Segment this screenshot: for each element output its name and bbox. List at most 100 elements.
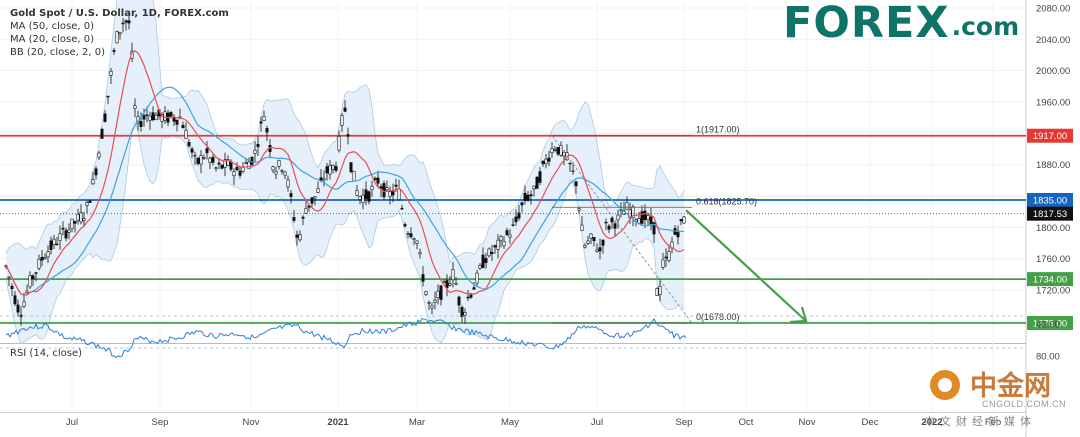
candle-body [310,197,314,204]
candle-body [61,227,65,230]
candle-body [499,236,503,241]
candle-body [529,194,533,197]
candle-body [436,290,440,299]
candle-body [217,162,221,165]
forex-logo: FOREX .com [783,0,1019,48]
candle-body [262,116,266,121]
candle-body [148,115,152,121]
candle-body [82,218,86,221]
candle-body [49,240,53,250]
candle-body [616,214,620,221]
candle-body [364,189,368,200]
candle-body [508,234,512,238]
x-tick-label: Oct [739,417,754,428]
coin-logo-icon [930,370,960,400]
candle-body [520,202,524,206]
rsi-line [5,318,687,359]
candle-body [472,287,476,290]
candle-body [613,223,617,229]
candle-body [46,251,50,258]
chart-title: Gold Spot / U.S. Dollar, 1D, FOREX.com [10,8,229,19]
ma50-line [5,86,685,296]
candle-body [10,285,14,290]
indicator-legend: Gold Spot / U.S. Dollar, 1D, FOREX.com M… [10,7,229,59]
x-tick-label: 2022 [921,417,942,428]
candle-body [640,211,644,224]
x-tick-label: May [501,417,519,428]
x-tick-label: Sep [676,417,693,428]
candle-body [241,167,245,172]
candle-body [493,245,497,248]
candle-body [517,212,521,219]
candle-body [553,149,557,151]
candle-body [34,272,38,274]
candle-body [58,233,62,241]
ma20-legend: MA (20, close, 0) [10,34,95,45]
candle-body [124,20,128,23]
candle-body [604,221,608,224]
y-tick-label: 1720.00 [1036,286,1070,297]
candle-body [631,206,635,218]
watermark-title: 中金网 [970,371,1051,402]
candle-body [187,141,191,147]
forecast-arrow-head [789,306,808,324]
candle-body [214,167,218,169]
candle-body [76,214,80,221]
candle-body [655,288,659,296]
cngold-watermark: 中金网 CNGOLD.COM.CN 中文财经新媒体 [924,364,1074,434]
candle-body [571,170,575,172]
candle-body [235,167,239,171]
x-tick-label: Sep [152,417,169,428]
candle-body [391,190,395,196]
candle-body [322,178,326,181]
candle-body [463,312,467,316]
candle-body [457,296,461,306]
candle-body [193,154,197,157]
candle-body [127,20,131,24]
level-tag-1734.00 [1027,272,1073,287]
candle-body [196,157,200,164]
candle-body [85,202,89,206]
candle-body [556,147,560,155]
candle-body [331,164,335,170]
candle-body [355,190,359,196]
candle-body [448,283,452,286]
candle-body [595,249,599,252]
candle-body [415,240,419,244]
current-price-text: 1817.53 [1033,209,1067,220]
candle-body [145,114,149,116]
candle-body [100,128,104,139]
y-tick-label: 2040.00 [1036,35,1070,46]
candle-body [526,194,530,201]
candle-body [382,183,386,198]
candle-body [91,179,95,185]
y-tick-label: 2000.00 [1036,66,1070,77]
candle-body [250,156,254,165]
candle-body [7,276,11,279]
candle-body [502,241,506,247]
candle-body [205,148,209,154]
candle-body [664,256,668,259]
bb-legend: BB (20, close, 2, 0) [10,47,105,58]
candle-body [64,230,68,239]
candle-body [682,216,686,224]
candle-body [55,243,59,246]
candle-body [388,191,392,197]
candle-body [232,171,236,177]
x-tick-label: Dec [862,417,879,428]
candle-body [649,216,653,226]
candle-body [343,107,347,112]
candle-body [406,233,410,235]
candle-body [280,170,284,172]
fib-label: 0(1678.00) [696,312,740,322]
current-price-tag [1027,206,1073,221]
candle-body [607,225,611,230]
candle-body [445,280,449,288]
y-tick-label: 1880.00 [1036,160,1070,171]
candle-body [532,185,536,190]
candle-body [580,224,584,231]
candle-body [25,290,29,294]
candle-body [292,217,296,221]
candle-body [484,258,488,263]
candle-body [73,220,77,224]
